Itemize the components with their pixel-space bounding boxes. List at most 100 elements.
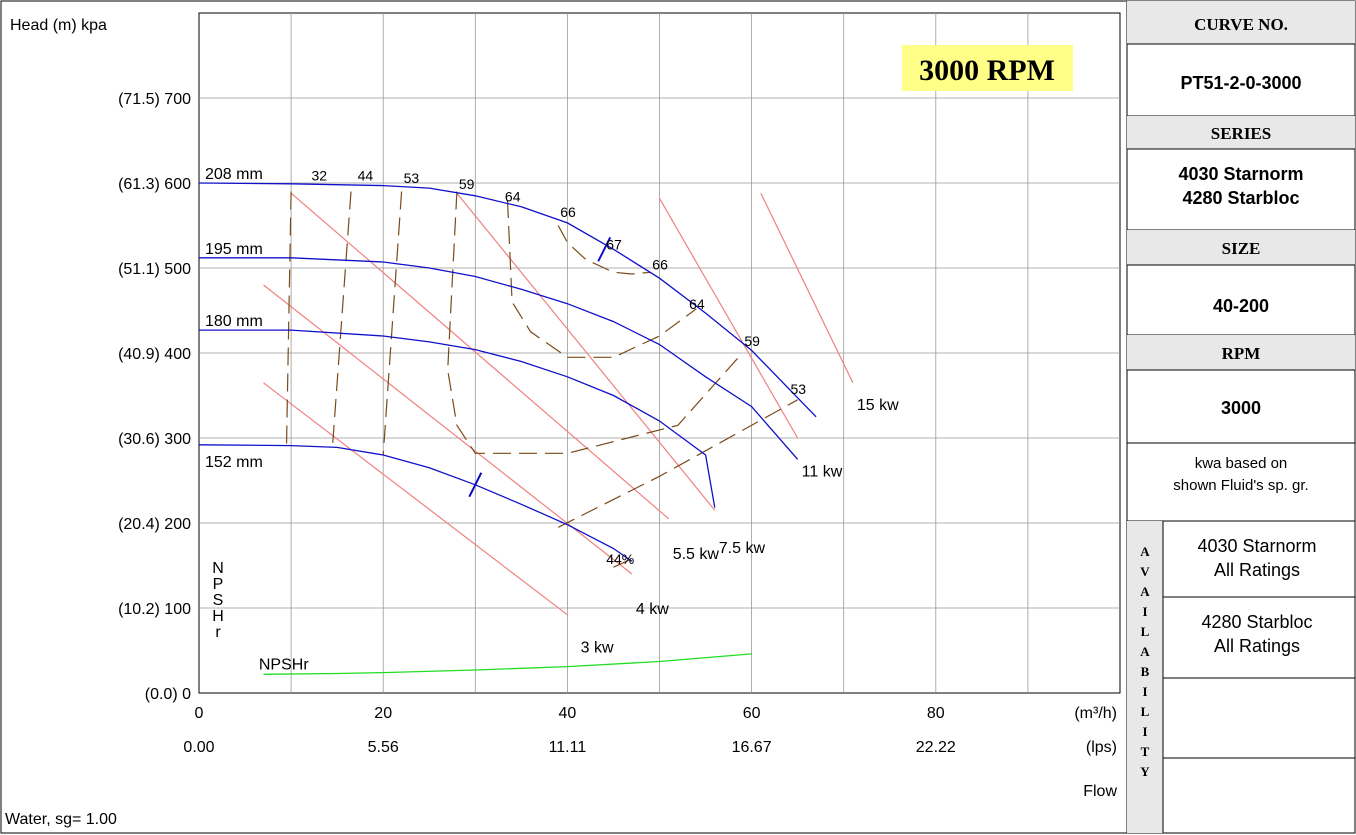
note-line-2: shown Fluid's sp. gr. xyxy=(1173,477,1308,494)
power-line xyxy=(658,198,799,439)
curve-no-header-bg xyxy=(1127,1,1355,44)
availability-letter: A xyxy=(1140,584,1150,599)
series-header-bg xyxy=(1127,116,1355,149)
x-tick-label-m3h: 60 xyxy=(743,705,761,722)
bep-mark xyxy=(597,236,612,262)
grid xyxy=(198,12,1121,694)
efficiency-contour xyxy=(331,191,352,447)
head-curve xyxy=(199,329,716,508)
efficiency-contour xyxy=(557,399,798,528)
efficiency-contour xyxy=(613,558,633,568)
y-tick-label: (10.2) 100 xyxy=(118,601,191,618)
y-tick-label: (0.0) 0 xyxy=(145,686,191,703)
efficiency-contours xyxy=(285,191,798,568)
availability-letter: Y xyxy=(1140,764,1150,779)
availability-row-1-line-2: All Ratings xyxy=(1214,560,1300,580)
availability-letter: A xyxy=(1140,544,1150,559)
head-curve xyxy=(199,257,799,460)
y-axis-title: Head (m) kpa xyxy=(10,17,107,34)
efficiency-label: 66 xyxy=(560,204,576,220)
y-tick-label: (71.5) 700 xyxy=(118,91,191,108)
title-background xyxy=(902,45,1073,91)
availability-row-2-line-2: All Ratings xyxy=(1214,636,1300,656)
rpm-value: 3000 xyxy=(1221,398,1261,418)
efficiency-label: 59 xyxy=(459,176,475,192)
x-tick-label-m3h: 20 xyxy=(374,705,392,722)
npsh-vertical-letter: N xyxy=(212,560,224,577)
efficiency-label: 64 xyxy=(689,296,705,312)
power-line xyxy=(263,382,568,616)
efficiency-label: 66 xyxy=(652,257,668,273)
availability-row-1-line-1: 4030 Starnorm xyxy=(1197,536,1316,556)
y-tick-label: (51.1) 500 xyxy=(118,261,191,278)
efficiency-label: 53 xyxy=(790,381,806,397)
availability-letter: L xyxy=(1141,624,1150,639)
size-value: 40-200 xyxy=(1213,296,1269,316)
availability-letter: I xyxy=(1142,724,1147,739)
y-tick-label: (40.9) 400 xyxy=(118,346,191,363)
efficiency-label: 59 xyxy=(744,333,760,349)
npsh-vertical-letter: H xyxy=(212,608,224,625)
power-line-label: 15 kw xyxy=(857,397,899,414)
note-line-1: kwa based on xyxy=(1195,455,1288,472)
impeller-label: 208 mm xyxy=(205,166,263,183)
power-line-label: 11 kw xyxy=(802,463,843,480)
power-line-label: 3 kw xyxy=(581,639,614,656)
efficiency-label: 53 xyxy=(404,170,420,186)
x-axis-title: Flow xyxy=(1083,783,1117,800)
efficiency-contour xyxy=(382,191,403,456)
npsh-vertical-label: NPSHr xyxy=(212,560,224,641)
curve-no-value: PT51-2-0-3000 xyxy=(1180,73,1301,93)
npsh-curve-label: NPSHr xyxy=(259,656,309,673)
y-tick-label: (20.4) 200 xyxy=(118,516,191,533)
x-unit-m3h: (m³/h) xyxy=(1074,705,1117,722)
x-tick-label-lps: 11.11 xyxy=(549,739,587,756)
availability-column-bg xyxy=(1127,521,1163,833)
head-curve xyxy=(198,444,633,562)
power-line xyxy=(456,192,716,511)
x-tick-label-m3h: 80 xyxy=(927,705,945,722)
power-line-label: 4 kw xyxy=(636,601,669,618)
npsh-curve xyxy=(263,653,752,675)
availability-letter: A xyxy=(1140,644,1150,659)
x-tick-label-lps: 0.00 xyxy=(183,739,214,756)
x-tick-label-lps: 22.22 xyxy=(916,739,956,756)
availability-letter: B xyxy=(1141,664,1150,679)
impeller-label: 180 mm xyxy=(205,313,263,330)
availability-letter: I xyxy=(1142,684,1147,699)
x-tick-label-m3h: 0 xyxy=(195,705,204,722)
power-line xyxy=(760,192,854,384)
availability-letter: T xyxy=(1141,744,1150,759)
efficiency-contour xyxy=(557,225,651,275)
rpm-header-bg xyxy=(1127,335,1355,370)
x-tick-label-m3h: 40 xyxy=(559,705,577,722)
x-unit-lps: (lps) xyxy=(1086,739,1117,756)
efficiency-label: 67 xyxy=(606,236,622,252)
side-panel: CURVE NO. PT51-2-0-3000 SERIES 4030 Star… xyxy=(1126,0,1356,834)
availability-letter: L xyxy=(1141,704,1150,719)
availability-letter: I xyxy=(1142,604,1147,619)
x-tick-label-lps: 16.67 xyxy=(732,739,772,756)
power-line-label: 5.5 kw xyxy=(673,546,720,563)
efficiency-contour xyxy=(447,191,743,454)
efficiency-label: 32 xyxy=(312,167,328,183)
efficiency-label: 64 xyxy=(505,189,521,205)
y-tick-label: (61.3) 600 xyxy=(118,176,191,193)
rpm-header: RPM xyxy=(1222,344,1261,363)
power-line xyxy=(290,192,670,520)
fluid-note: Water, sg= 1.00 xyxy=(5,811,117,828)
efficiency-label: 44 xyxy=(358,167,374,183)
curve-no-header: CURVE NO. xyxy=(1194,15,1288,34)
efficiency-contour xyxy=(285,191,292,447)
npsh-vertical-letter: S xyxy=(213,592,224,609)
series-header: SERIES xyxy=(1211,124,1271,143)
size-header: SIZE xyxy=(1222,239,1261,258)
chart-title: 3000 RPM xyxy=(919,54,1055,87)
impeller-label: 195 mm xyxy=(205,241,263,258)
chart-labels: (0.0) 0 (10.2) 100 (20.4) 200 (30.6) 300 (40… xyxy=(118,91,956,756)
power-line-label: 7.5 kw xyxy=(719,540,766,557)
availability-row-2-line-1: 4280 Starbloc xyxy=(1201,612,1312,632)
size-header-bg xyxy=(1127,230,1355,265)
series-line-2: 4280 Starbloc xyxy=(1182,188,1299,208)
head-curves xyxy=(198,182,817,562)
